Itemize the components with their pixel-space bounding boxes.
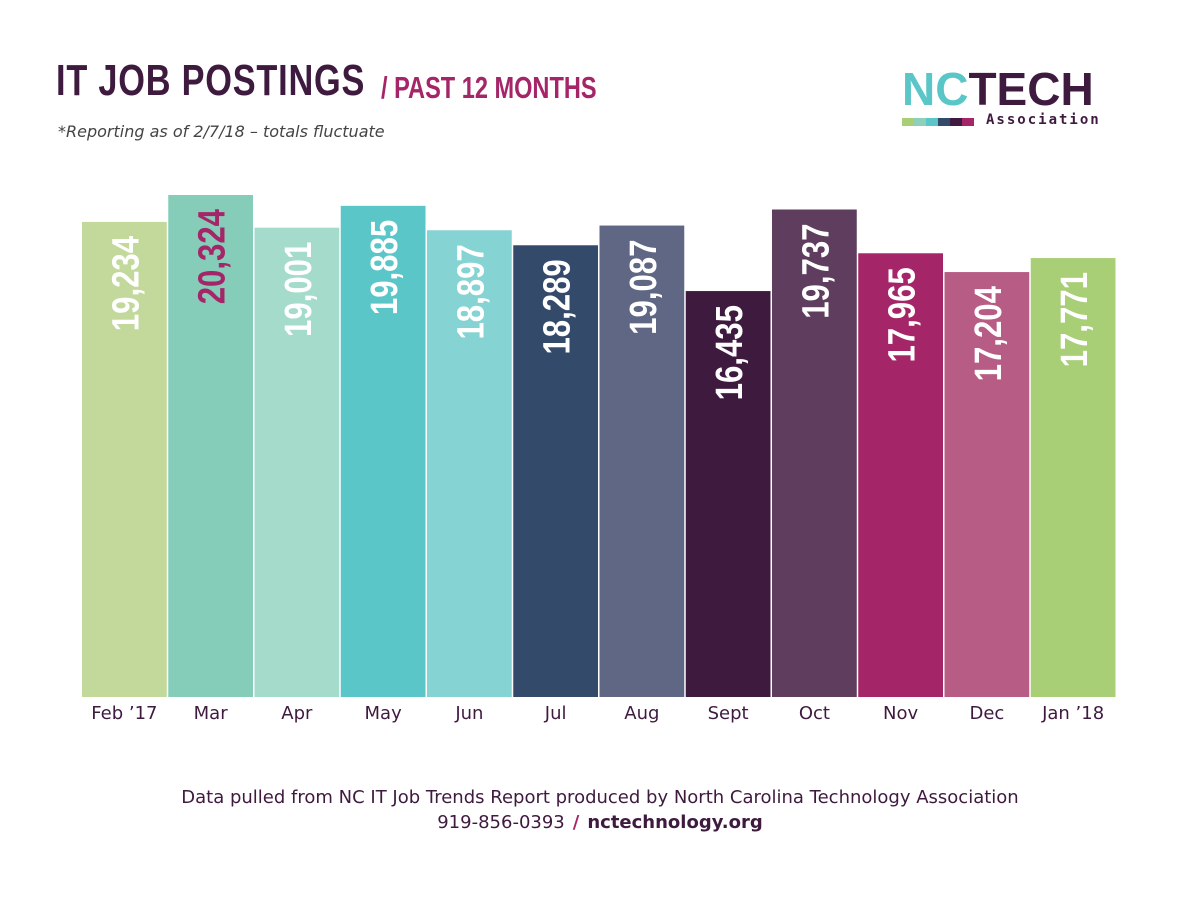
footer-contact: 919-856-0393 / nctechnology.org — [0, 812, 1200, 833]
logo-stripe-segment — [938, 118, 950, 126]
bar-value-label: 18,897 — [451, 244, 493, 339]
bar — [772, 209, 857, 697]
bar-chart: 19,234 Feb ’17 20,324 Mar 19,001 Apr 19,885 May… — [82, 195, 1116, 724]
x-tick-label: Dec — [969, 703, 1004, 724]
logo-stripe-segment — [962, 118, 974, 126]
x-tick-label: May — [365, 703, 403, 724]
bar — [944, 272, 1030, 697]
bar-value-label: 19,737 — [796, 223, 838, 318]
bar — [427, 230, 512, 697]
bar — [168, 195, 253, 697]
logo-color-stripe — [902, 118, 974, 126]
x-tick-label: Jul — [544, 703, 567, 724]
chart-title-row: IT JOB POSTINGS / PAST 12 MONTHS — [56, 56, 597, 106]
footer-phone: 919-856-0393 — [437, 812, 565, 833]
logo-stripe-segment — [926, 118, 938, 126]
bar-value-label: 18,289 — [537, 259, 579, 354]
x-tick-label: Mar — [194, 703, 229, 724]
x-tick-label: Sept — [708, 703, 749, 724]
x-tick-label: Jun — [454, 703, 483, 724]
x-tick-label: Nov — [883, 703, 918, 724]
nctech-logo: NCTECH Association — [902, 66, 1112, 130]
footer-source: Data pulled from NC IT Job Trends Report… — [181, 787, 1019, 808]
logo-association-text: Association — [986, 112, 1101, 128]
bar-value-label: 17,771 — [1054, 272, 1096, 367]
bar — [254, 227, 340, 697]
bar — [340, 205, 426, 697]
chart-title: IT JOB POSTINGS — [56, 56, 366, 105]
bar-value-label: 19,885 — [364, 220, 406, 315]
chart-subtitle: / PAST 12 MONTHS — [381, 70, 597, 105]
bar-value-label: 20,324 — [192, 208, 234, 304]
x-tick-label: Feb ’17 — [91, 703, 157, 724]
bar — [513, 245, 598, 697]
logo-stripe-segment — [914, 118, 926, 126]
x-tick-label: Jan ’18 — [1041, 703, 1104, 724]
footer-website-link[interactable]: nctechnology.org — [587, 812, 763, 833]
x-tick-label: Aug — [624, 703, 659, 724]
bar — [82, 221, 167, 697]
bar — [599, 225, 685, 698]
bar — [1030, 258, 1116, 697]
x-tick-label: Oct — [799, 703, 830, 724]
bar-value-label: 19,087 — [623, 240, 665, 335]
bar-value-label: 19,001 — [278, 242, 320, 337]
logo-stripe-segment — [950, 118, 962, 126]
logo-stripe-segment — [902, 118, 914, 126]
bar-value-label: 17,965 — [882, 267, 924, 362]
logo-tech-text: TECH — [968, 63, 1094, 115]
reporting-note: *Reporting as of 2/7/18 – totals fluctua… — [58, 122, 385, 141]
x-tick-label: Apr — [281, 703, 313, 724]
logo-nc-text: NC — [902, 63, 969, 115]
bar — [858, 253, 943, 697]
bar-value-label: 17,204 — [968, 285, 1010, 381]
bar-value-label: 19,234 — [106, 235, 148, 331]
footer-separator: / — [572, 812, 580, 833]
bar — [685, 291, 771, 697]
bar-value-label: 16,435 — [709, 305, 751, 400]
